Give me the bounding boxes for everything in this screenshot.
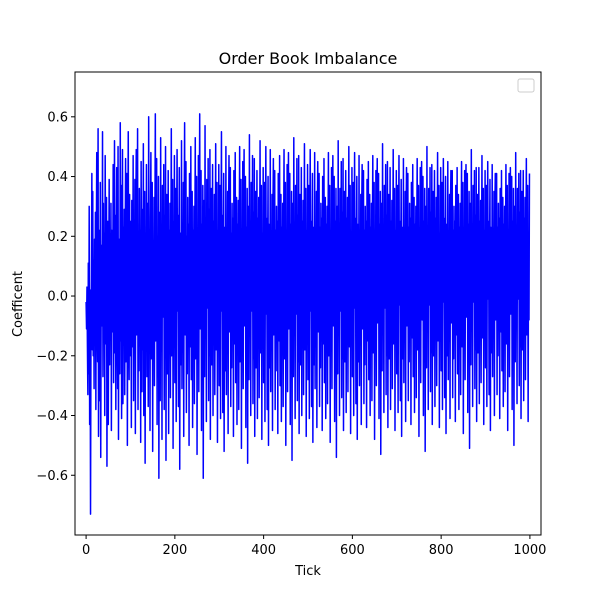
series-line	[85, 113, 531, 515]
plot-frame	[74, 71, 542, 536]
x-tick-label: 600	[340, 543, 365, 558]
y-tick-label: 0.6	[47, 110, 68, 125]
x-tick-label: 0	[82, 543, 90, 558]
y-tick-label: −0.2	[36, 349, 68, 364]
y-tick-label: 0.4	[47, 170, 68, 185]
x-tick-label: 1000	[513, 543, 546, 558]
x-tick-label: 400	[251, 543, 276, 558]
x-tick-label: 200	[162, 543, 187, 558]
y-axis: −0.6 −0.4 −0.2 0.0 0.2 0.4 0.6	[36, 110, 75, 484]
x-axis-label: Tick	[294, 564, 321, 579]
x-axis: 0 200 400 600 800 1000	[82, 535, 546, 558]
y-tick-label: −0.6	[36, 469, 68, 484]
legend-box	[517, 78, 535, 93]
x-tick-label: 800	[429, 543, 454, 558]
plot-area	[85, 113, 531, 515]
y-tick-label: 0.0	[47, 290, 68, 305]
y-tick-label: 0.2	[47, 230, 68, 245]
y-axis-label: Coefficent	[11, 271, 26, 337]
chart-title: Order Book Imbalance	[219, 49, 398, 68]
y-tick-label: −0.4	[36, 409, 68, 424]
